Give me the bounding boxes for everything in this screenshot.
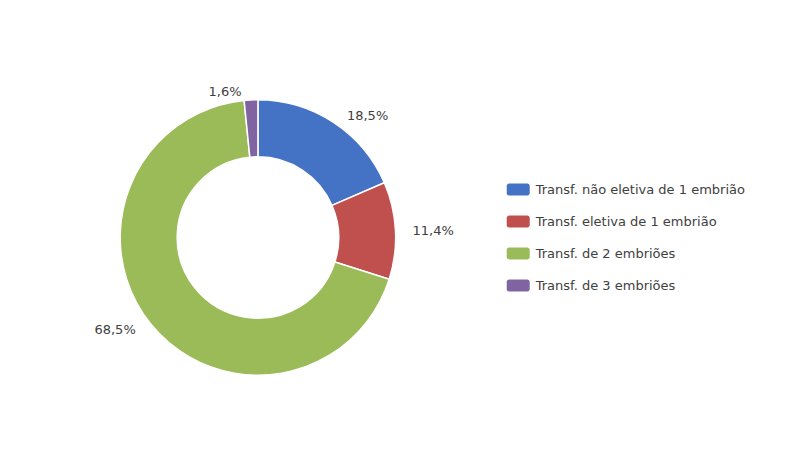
- svg-text:Transf. de 2 embriões: Transf. de 2 embriões: [535, 246, 676, 261]
- svg-text:68,5%: 68,5%: [94, 322, 135, 337]
- svg-text:Transf. não eletiva de 1 embri: Transf. não eletiva de 1 embrião: [535, 182, 745, 197]
- svg-text:Transf. de 3 embriões: Transf. de 3 embriões: [535, 278, 676, 293]
- svg-text:11,4%: 11,4%: [412, 223, 453, 238]
- svg-text:1,6%: 1,6%: [209, 84, 242, 99]
- svg-text:Transf. eletiva de 1 embrião: Transf. eletiva de 1 embrião: [535, 214, 717, 229]
- svg-text:18,5%: 18,5%: [347, 108, 388, 123]
